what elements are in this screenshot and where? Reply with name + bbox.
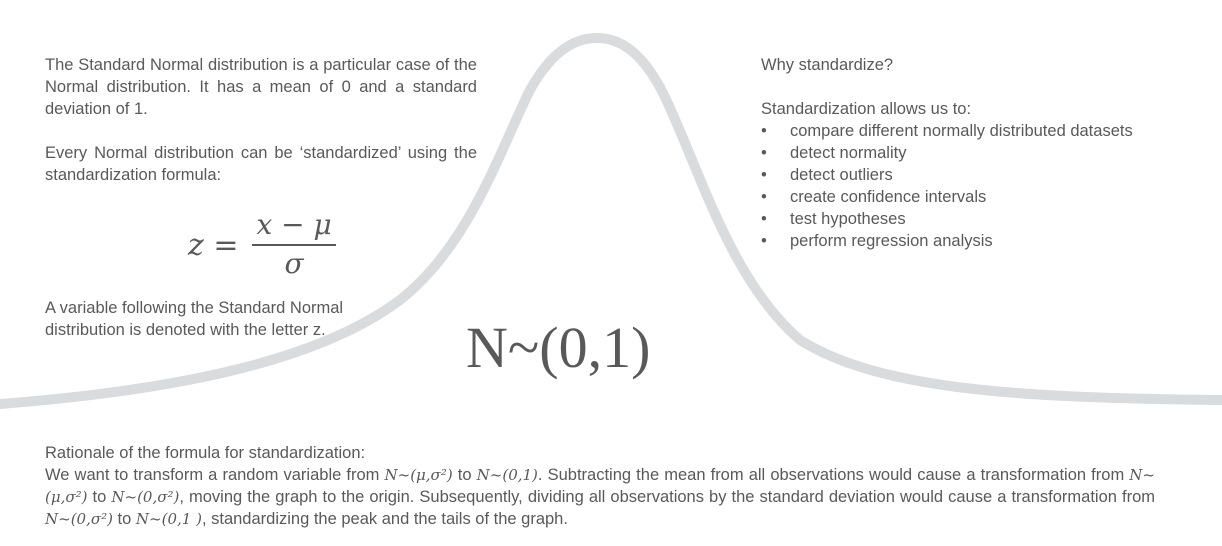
rationale-math: N~(0,1) xyxy=(476,466,538,484)
formula-numerator: x − μ xyxy=(252,208,336,246)
list-item: detect outliers xyxy=(761,164,1181,186)
why-standardize-section: Why standardize? Standardization allows … xyxy=(761,54,1181,252)
bell-curve-path xyxy=(0,32,1222,409)
intro-section: The Standard Normal distribution is a pa… xyxy=(45,54,477,186)
formula-denominator: σ xyxy=(284,247,304,280)
rationale-math: N~(μ,σ²) xyxy=(384,466,453,484)
list-item: detect normality xyxy=(761,142,1181,164)
rationale-math: N~(0,1 ) xyxy=(135,510,202,528)
why-intro: Standardization allows us to: xyxy=(761,100,972,118)
rationale-text: to xyxy=(87,488,112,506)
rationale-text: We want to transform a random variable f… xyxy=(45,466,385,484)
list-item: perform regression analysis xyxy=(761,230,1181,252)
rationale-math: N~(μ,σ²) xyxy=(45,466,1155,506)
list-item: create confidence intervals xyxy=(761,186,1181,208)
rationale-section: Rationale of the formula for standardiza… xyxy=(45,442,1155,530)
reasons-list: compare different normally distributed d… xyxy=(761,120,1181,252)
rationale-heading: Rationale of the formula for standardiza… xyxy=(45,444,366,462)
list-item: test hypotheses xyxy=(761,208,1181,230)
rationale-body: We want to transform a random variable f… xyxy=(45,464,1155,530)
formula-fraction: x − μ σ xyxy=(252,208,336,282)
list-item: compare different normally distributed d… xyxy=(761,120,1181,142)
rationale-text: to xyxy=(452,466,477,484)
rationale-text: , moving the graph to the origin. Subseq… xyxy=(179,488,1155,506)
rationale-text: . Subtracting the mean from all observat… xyxy=(537,466,1130,484)
rationale-text: to xyxy=(112,510,136,528)
denotation-text: A variable following the Standard Normal… xyxy=(45,299,344,339)
rationale-text: , standardizing the peak and the tails o… xyxy=(201,510,568,528)
standardization-formula: z = x − μ σ xyxy=(188,208,336,282)
why-heading: Why standardize? xyxy=(761,56,894,74)
rationale-math: N~(0,σ²) xyxy=(45,510,113,528)
intro-paragraph-standardization: Every Normal distribution can be ‘standa… xyxy=(45,144,477,184)
intro-paragraph-definition: The Standard Normal distribution is a pa… xyxy=(45,56,477,118)
standard-normal-notation: N~(0,1) xyxy=(466,315,651,380)
rationale-math: N~(0,σ²) xyxy=(111,488,180,506)
formula-lhs: z = xyxy=(188,227,239,263)
